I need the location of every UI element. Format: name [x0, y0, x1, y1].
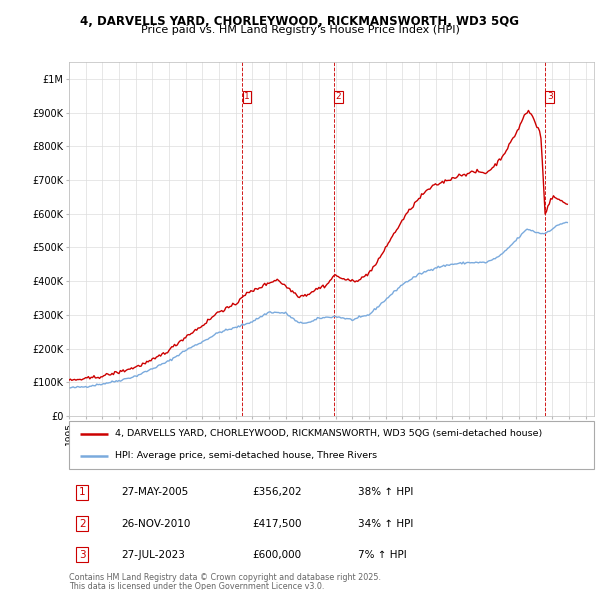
Text: 38% ↑ HPI: 38% ↑ HPI — [358, 487, 413, 497]
Text: 4, DARVELLS YARD, CHORLEYWOOD, RICKMANSWORTH, WD3 5QG (semi-detached house): 4, DARVELLS YARD, CHORLEYWOOD, RICKMANSW… — [115, 430, 542, 438]
Text: 34% ↑ HPI: 34% ↑ HPI — [358, 519, 413, 529]
Text: 2: 2 — [335, 92, 341, 101]
Text: 1: 1 — [79, 487, 85, 497]
Text: 1: 1 — [244, 92, 250, 101]
Text: This data is licensed under the Open Government Licence v3.0.: This data is licensed under the Open Gov… — [69, 582, 325, 590]
Text: £417,500: £417,500 — [253, 519, 302, 529]
Text: 3: 3 — [79, 550, 85, 560]
Text: Contains HM Land Registry data © Crown copyright and database right 2025.: Contains HM Land Registry data © Crown c… — [69, 573, 381, 582]
Text: HPI: Average price, semi-detached house, Three Rivers: HPI: Average price, semi-detached house,… — [115, 451, 377, 460]
Text: 27-MAY-2005: 27-MAY-2005 — [121, 487, 189, 497]
Text: 2: 2 — [79, 519, 85, 529]
Text: £600,000: £600,000 — [253, 550, 302, 560]
Text: 26-NOV-2010: 26-NOV-2010 — [121, 519, 191, 529]
Text: 4, DARVELLS YARD, CHORLEYWOOD, RICKMANSWORTH, WD3 5QG: 4, DARVELLS YARD, CHORLEYWOOD, RICKMANSW… — [80, 15, 520, 28]
Text: Price paid vs. HM Land Registry's House Price Index (HPI): Price paid vs. HM Land Registry's House … — [140, 25, 460, 35]
Text: 7% ↑ HPI: 7% ↑ HPI — [358, 550, 407, 560]
Text: 27-JUL-2023: 27-JUL-2023 — [121, 550, 185, 560]
Text: £356,202: £356,202 — [253, 487, 302, 497]
Text: 3: 3 — [547, 92, 553, 101]
